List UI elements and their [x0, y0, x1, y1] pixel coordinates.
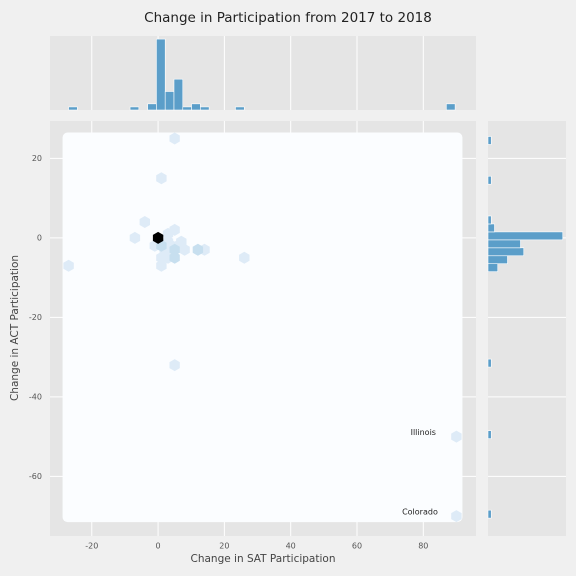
- y-axis-label: Change in ACT Participation: [9, 255, 21, 401]
- top-hist-bar: [446, 103, 456, 111]
- hex: [162, 227, 174, 240]
- hex: [156, 172, 167, 185]
- hex: [129, 231, 141, 244]
- right-hist-bar: [487, 509, 492, 519]
- hex: [169, 132, 180, 145]
- hex: [152, 231, 164, 244]
- right-hist-bar: [487, 255, 508, 265]
- top-hist-bar: [235, 106, 245, 111]
- right-hist-bar: [487, 247, 525, 257]
- top-hist-bar: [147, 103, 157, 111]
- top-hist-bar: [156, 38, 166, 111]
- right-hist-bar: [487, 430, 492, 439]
- right-marginal-background: [488, 121, 566, 536]
- y-tick-label: 0: [37, 233, 42, 242]
- annotation: Colorado: [402, 508, 438, 517]
- hex: [451, 510, 462, 523]
- right-hist-bar: [487, 358, 492, 368]
- hexbin-extent: [62, 132, 463, 523]
- annotation: Illinois: [411, 428, 436, 437]
- top-hist-bar: [191, 103, 201, 111]
- right-hist-bar: [487, 223, 495, 233]
- hex: [192, 243, 204, 256]
- hex: [169, 251, 180, 264]
- right-hist-bar: [487, 263, 499, 272]
- chart-title: Change in Participation from 2017 to 201…: [144, 10, 432, 26]
- top-hist-bar: [164, 91, 175, 111]
- x-tick-label: 20: [219, 542, 229, 551]
- x-tick-label: 40: [286, 542, 296, 551]
- hex: [451, 430, 462, 443]
- x-axis-label: Change in SAT Participation: [191, 553, 336, 565]
- right-hist-bar: [487, 175, 492, 185]
- hex: [156, 251, 167, 264]
- y-tick-label: -60: [29, 472, 42, 481]
- hex: [156, 259, 167, 272]
- top-hist-bar: [200, 106, 210, 111]
- hex: [63, 259, 74, 272]
- right-hist-bar: [487, 239, 521, 249]
- y-tick-label: -20: [29, 313, 42, 322]
- top-hist-bar: [129, 106, 140, 111]
- hex: [139, 216, 150, 228]
- top-hist-bar: [182, 106, 192, 111]
- x-tick-label: 60: [352, 542, 362, 551]
- top-marginal-background: [50, 36, 476, 110]
- x-tick-label: 0: [156, 542, 161, 551]
- y-tick-label: 20: [32, 154, 42, 163]
- hex: [169, 359, 180, 372]
- y-tick-label: -40: [29, 392, 42, 401]
- top-hist-bar: [68, 106, 78, 111]
- right-hist-bar: [487, 136, 492, 145]
- hex: [239, 251, 250, 264]
- hex: [169, 243, 180, 256]
- top-hist-bar: [173, 78, 184, 111]
- right-hist-bar: [487, 231, 564, 241]
- right-hist-bar: [487, 215, 492, 225]
- x-tick-label: 80: [418, 542, 428, 551]
- x-tick-label: -20: [85, 542, 98, 551]
